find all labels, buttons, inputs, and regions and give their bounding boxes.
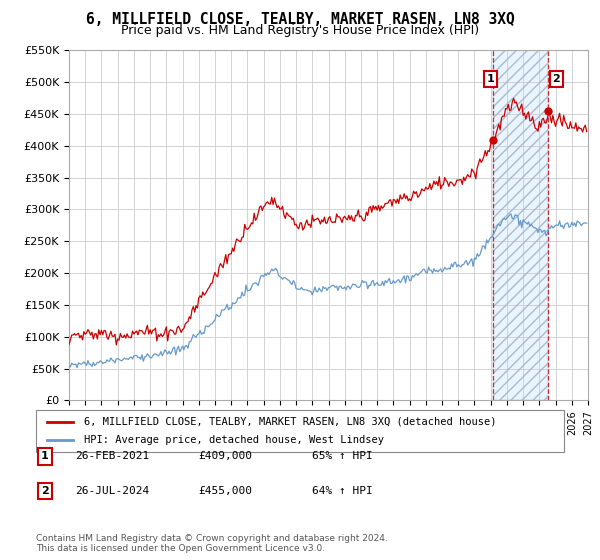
Text: HPI: Average price, detached house, West Lindsey: HPI: Average price, detached house, West…	[83, 435, 383, 445]
Text: 2: 2	[41, 486, 49, 496]
Bar	[493, 50, 548, 400]
Text: 1: 1	[41, 451, 49, 461]
Text: 2: 2	[553, 74, 560, 84]
Text: 6, MILLFIELD CLOSE, TEALBY, MARKET RASEN, LN8 3XQ: 6, MILLFIELD CLOSE, TEALBY, MARKET RASEN…	[86, 12, 514, 27]
Text: 26-JUL-2024: 26-JUL-2024	[75, 486, 149, 496]
Bar	[493, 50, 548, 400]
Text: 26-FEB-2021: 26-FEB-2021	[75, 451, 149, 461]
Text: 6, MILLFIELD CLOSE, TEALBY, MARKET RASEN, LN8 3XQ (detached house): 6, MILLFIELD CLOSE, TEALBY, MARKET RASEN…	[83, 417, 496, 427]
Text: 64% ↑ HPI: 64% ↑ HPI	[312, 486, 373, 496]
FancyBboxPatch shape	[36, 410, 564, 452]
Text: 65% ↑ HPI: 65% ↑ HPI	[312, 451, 373, 461]
Text: 1: 1	[487, 74, 494, 84]
Text: Contains HM Land Registry data © Crown copyright and database right 2024.
This d: Contains HM Land Registry data © Crown c…	[36, 534, 388, 553]
Text: £409,000: £409,000	[198, 451, 252, 461]
Text: £455,000: £455,000	[198, 486, 252, 496]
Text: Price paid vs. HM Land Registry's House Price Index (HPI): Price paid vs. HM Land Registry's House …	[121, 24, 479, 37]
